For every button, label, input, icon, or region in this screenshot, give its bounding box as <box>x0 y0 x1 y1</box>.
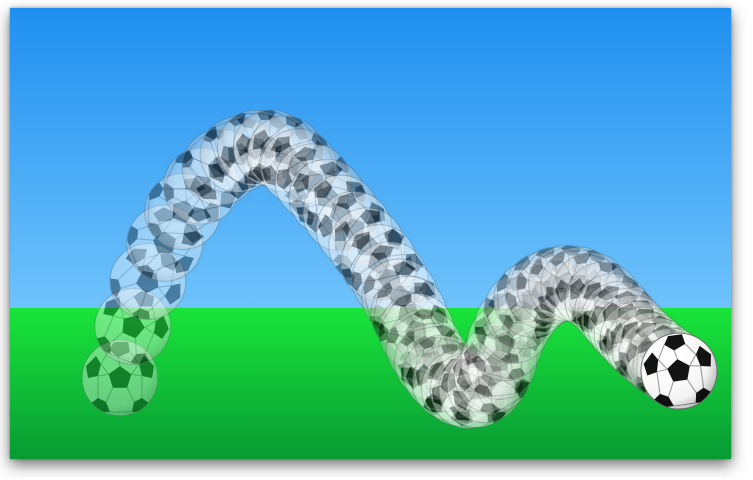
image-frame <box>10 8 731 459</box>
bouncing-ball-scene <box>10 8 731 459</box>
